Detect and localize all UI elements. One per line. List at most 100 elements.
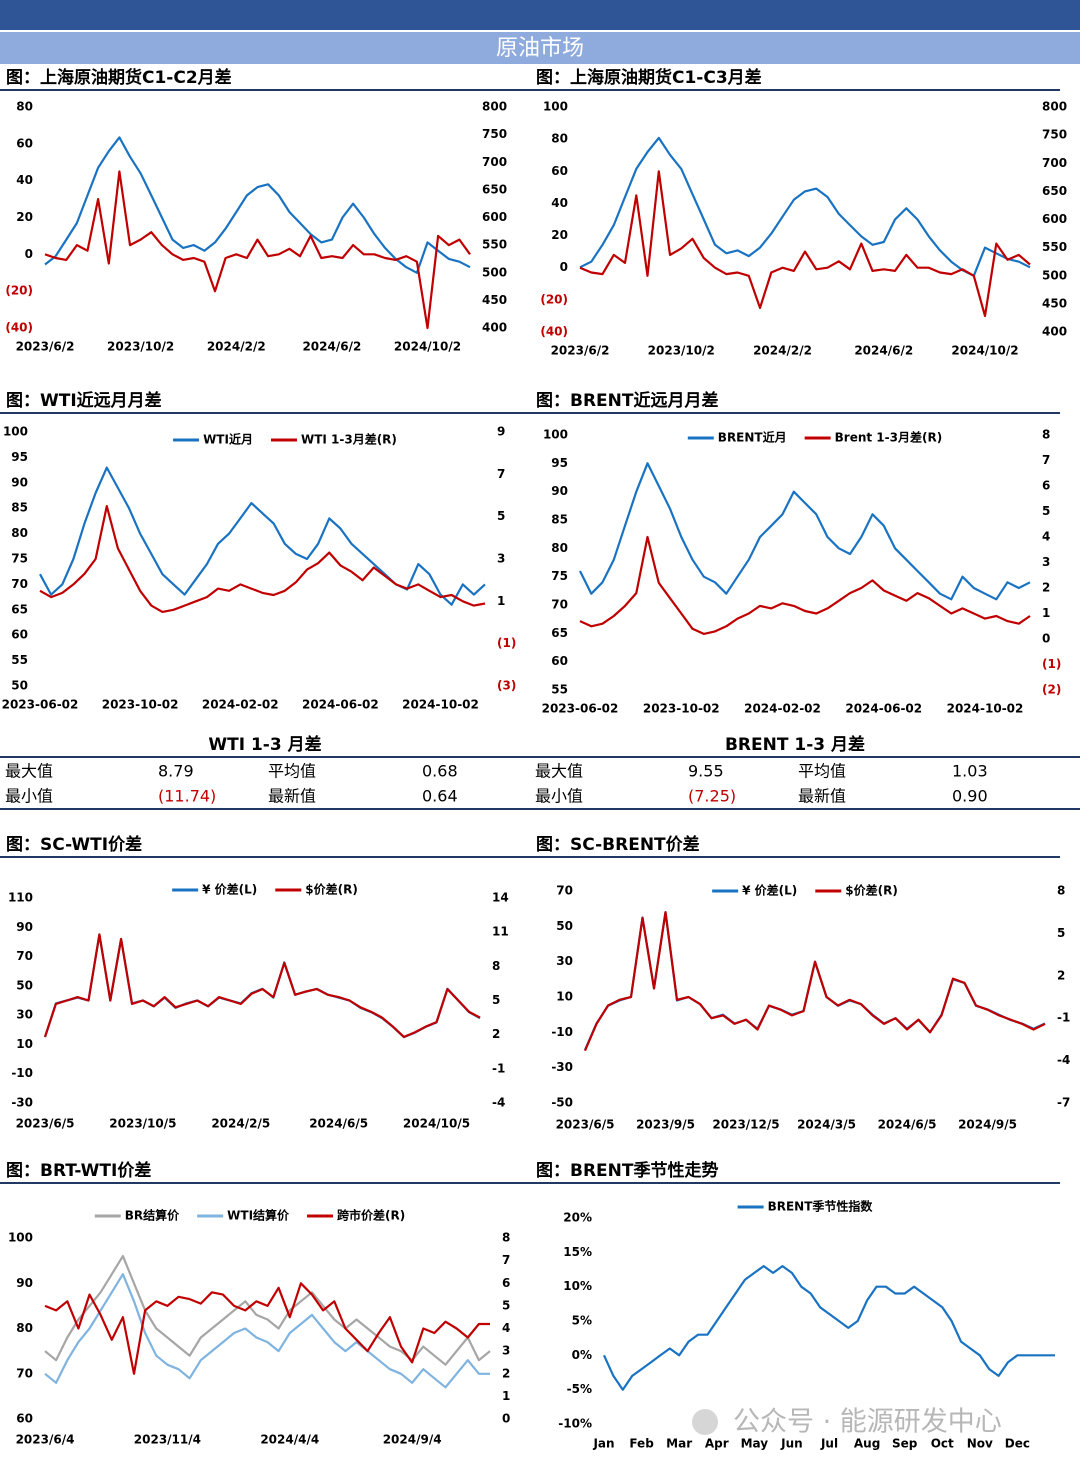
- y-tick-label: 60: [16, 1412, 33, 1426]
- y-tick-label: 0: [560, 260, 568, 274]
- y2-tick-label: 8: [1057, 884, 1065, 898]
- x-tick-label: 2024/2/2: [753, 344, 812, 358]
- y-tick-label: -10: [11, 1066, 33, 1080]
- chart-title: 图：上海原油期货C1-C3月差: [536, 67, 762, 88]
- y-tick-label: 90: [551, 484, 568, 498]
- table-cell: (7.25): [688, 787, 736, 806]
- x-tick-label: 2024/6/2: [302, 340, 361, 354]
- y2-tick-label: 7: [1042, 453, 1050, 467]
- y-tick-label: (20): [540, 292, 568, 306]
- y-tick-label: 60: [551, 164, 568, 178]
- y-tick-label: 80: [11, 526, 28, 540]
- y-tick-label: 50: [16, 978, 33, 992]
- section-band: [0, 32, 1080, 64]
- y2-tick-label: (2): [1042, 683, 1061, 697]
- y2-tick-label: 5: [492, 993, 500, 1007]
- chart-title: 图：BRENT近远月月差: [536, 390, 718, 411]
- y-tick-label: (40): [540, 325, 568, 339]
- legend-label: Brent 1-3月差(R): [835, 430, 943, 445]
- y-tick-label: 60: [11, 628, 28, 642]
- y-tick-label: 85: [11, 501, 28, 515]
- table-cell: 平均值: [798, 762, 846, 781]
- y-tick-label: 90: [11, 475, 28, 489]
- y-tick-label: 100: [3, 425, 28, 439]
- y2-tick-label: 750: [482, 127, 507, 141]
- y-tick-label: 20: [551, 228, 568, 242]
- x-tick-label: Mar: [666, 1437, 692, 1451]
- line-series: [44, 1255, 491, 1366]
- legend-label: WTI近月: [203, 432, 253, 447]
- y-tick-label: -5%: [567, 1382, 592, 1396]
- x-tick-label: 2023-06-02: [542, 702, 619, 716]
- y2-tick-label: 400: [1042, 325, 1067, 339]
- y-tick-label: 95: [551, 456, 568, 470]
- x-tick-label: 2024/10/5: [403, 1117, 470, 1131]
- table-title: WTI 1-3 月差: [208, 734, 321, 755]
- y2-tick-label: -7: [1057, 1096, 1070, 1110]
- y2-tick-label: 8: [1042, 428, 1050, 442]
- y-tick-label: 80: [551, 132, 568, 146]
- chart-title: 图：BRT-WTI价差: [6, 1160, 151, 1181]
- y2-tick-label: 450: [482, 293, 507, 307]
- legend-label: BRENT季节性指数: [768, 1199, 874, 1214]
- y2-tick-label: 0: [1042, 632, 1050, 646]
- y-tick-label: 70: [16, 1366, 33, 1380]
- legend-label: ¥ 价差(L): [202, 882, 257, 897]
- y2-tick-label: (1): [1042, 657, 1061, 671]
- y2-tick-label: 11: [492, 925, 509, 939]
- x-tick-label: 2024/10/2: [951, 344, 1018, 358]
- y-tick-label: 80: [16, 100, 33, 114]
- y-tick-label: 50: [11, 679, 28, 693]
- x-tick-label: Oct: [931, 1437, 954, 1451]
- line-series: [579, 136, 1031, 277]
- x-tick-label: 2024/6/5: [309, 1117, 368, 1131]
- line-series: [43, 933, 481, 1039]
- table-cell: 最新值: [268, 787, 316, 806]
- y-tick-label: 95: [11, 450, 28, 464]
- y-tick-label: 110: [8, 891, 33, 905]
- y2-tick-label: 9: [497, 425, 505, 439]
- y-tick-label: 70: [556, 884, 573, 898]
- x-tick-label: 2023/10/5: [109, 1117, 176, 1131]
- x-tick-label: 2024-02-02: [744, 702, 821, 716]
- y2-tick-label: 1: [497, 594, 505, 608]
- x-tick-label: Feb: [629, 1437, 654, 1451]
- x-tick-label: Dec: [1005, 1437, 1030, 1451]
- legend-label: $价差(R): [845, 883, 898, 898]
- table-cell: 0.90: [952, 787, 988, 806]
- table-cell: 9.55: [688, 762, 724, 781]
- chart-title: 图：上海原油期货C1-C2月差: [6, 67, 232, 88]
- y2-tick-label: 550: [1042, 240, 1067, 254]
- y-tick-label: 80: [551, 541, 568, 555]
- x-tick-label: 2023/12/5: [712, 1118, 779, 1132]
- x-tick-label: 2023/6/4: [16, 1433, 75, 1447]
- legend-label: $价差(R): [305, 882, 358, 897]
- top-bar: [0, 0, 1080, 30]
- x-tick-label: 2023/10/2: [107, 340, 174, 354]
- y2-tick-label: 750: [1042, 128, 1067, 142]
- y2-tick-label: 800: [482, 100, 507, 114]
- x-tick-label: 2023/10/2: [648, 344, 715, 358]
- x-tick-label: 2023-06-02: [2, 698, 79, 712]
- x-tick-label: 2024/6/5: [878, 1118, 937, 1132]
- legend-label: BR结算价: [125, 1208, 180, 1223]
- legend-label: 跨市价差(R): [337, 1208, 405, 1223]
- legend-label: ¥ 价差(L): [742, 883, 797, 898]
- y2-tick-label: 500: [1042, 268, 1067, 282]
- table-cell: 0.64: [422, 787, 458, 806]
- line-series: [579, 535, 1031, 635]
- table-cell: (11.74): [158, 787, 216, 806]
- line-series: [39, 466, 486, 606]
- y-tick-label: 75: [11, 552, 28, 566]
- x-tick-label: Jul: [820, 1437, 838, 1451]
- y2-tick-label: 500: [482, 265, 507, 279]
- y2-tick-label: 2: [492, 1027, 500, 1041]
- y2-tick-label: 5: [1057, 926, 1065, 940]
- y2-tick-label: (1): [497, 636, 516, 650]
- line-series: [43, 933, 481, 1038]
- y2-tick-label: 800: [1042, 100, 1067, 114]
- y-tick-label: -30: [11, 1096, 33, 1110]
- y2-tick-label: (3): [497, 679, 516, 693]
- x-tick-label: 2023/6/2: [16, 340, 75, 354]
